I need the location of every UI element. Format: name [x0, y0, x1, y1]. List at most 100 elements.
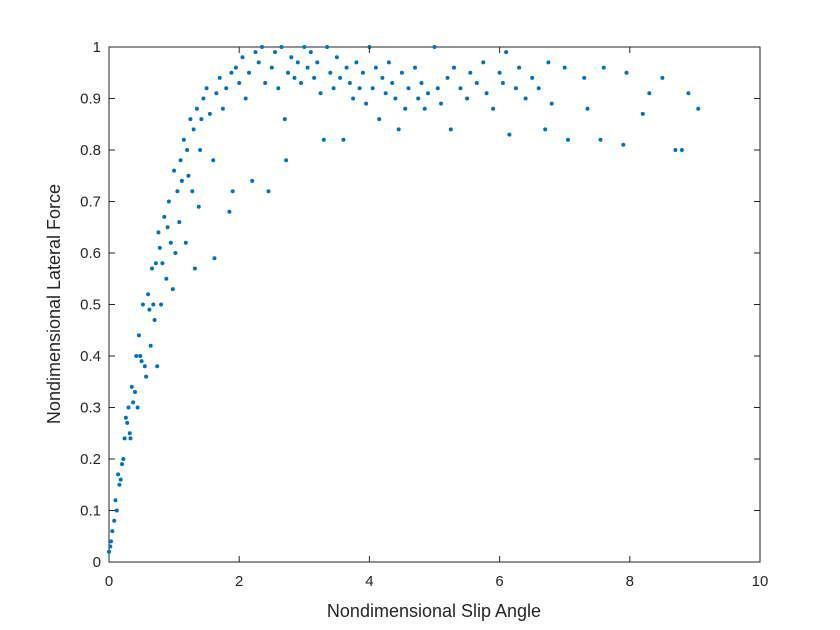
data-point	[173, 251, 178, 255]
data-point	[321, 137, 326, 142]
data-point	[156, 230, 161, 235]
data-point	[279, 45, 284, 49]
data-point	[344, 65, 349, 70]
data-point	[295, 60, 300, 65]
data-point	[536, 86, 541, 91]
data-point	[178, 158, 183, 163]
data-point	[201, 96, 206, 101]
data-point	[263, 81, 268, 85]
data-point	[138, 354, 143, 358]
data-point	[419, 81, 424, 85]
y-tick-label: 0.3	[80, 400, 101, 417]
data-point	[204, 86, 209, 91]
data-point	[566, 137, 570, 142]
data-point	[192, 266, 197, 271]
data-point	[230, 189, 235, 194]
data-point	[109, 539, 113, 544]
data-point	[166, 199, 171, 204]
data-point	[396, 127, 401, 132]
data-point	[686, 91, 691, 96]
data-point	[468, 70, 473, 75]
data-point	[127, 431, 132, 436]
data-point	[123, 415, 128, 420]
data-point	[146, 292, 151, 297]
data-point	[133, 390, 137, 394]
data-point	[114, 508, 119, 513]
data-point	[162, 214, 167, 219]
data-point	[624, 70, 629, 75]
data-point	[108, 544, 113, 549]
y-axis-label: Nondimensional Lateral Force	[44, 184, 64, 424]
data-point	[179, 178, 184, 183]
data-point	[120, 462, 124, 467]
y-tick-label: 0.8	[80, 142, 101, 159]
data-point	[338, 75, 343, 80]
data-point	[328, 70, 333, 75]
data-point	[214, 91, 219, 96]
data-point	[147, 307, 152, 312]
data-point	[679, 148, 684, 152]
data-point	[160, 261, 165, 266]
data-point	[582, 75, 587, 80]
data-point	[256, 60, 261, 65]
data-point	[273, 50, 277, 55]
data-point	[266, 189, 271, 194]
data-point	[517, 65, 522, 70]
x-tick-label: 8	[626, 573, 634, 590]
data-point	[305, 65, 310, 70]
data-point	[347, 81, 352, 85]
data-point	[117, 482, 122, 487]
data-point	[598, 137, 603, 142]
data-point	[360, 70, 365, 75]
data-point	[276, 86, 281, 91]
data-point	[601, 65, 606, 70]
data-point	[243, 96, 248, 101]
y-tick-label: 0.2	[80, 451, 101, 468]
data-point	[426, 91, 430, 96]
data-point	[139, 359, 144, 364]
data-point	[247, 70, 251, 75]
data-point	[380, 75, 385, 80]
y-tick-label: 1	[93, 39, 101, 56]
data-point	[113, 498, 118, 503]
data-point	[386, 60, 391, 65]
data-point	[351, 96, 356, 101]
x-tick-label: 2	[235, 573, 243, 590]
data-point	[122, 436, 127, 441]
data-point	[416, 96, 421, 101]
y-tick-label: 0.6	[80, 245, 101, 262]
x-tick-label: 0	[105, 573, 113, 590]
x-axis-label: Nondimensional Slip Angle	[327, 601, 541, 621]
data-point	[126, 405, 131, 410]
data-point	[354, 60, 359, 65]
data-point	[549, 101, 554, 106]
data-point	[523, 96, 528, 101]
data-point	[125, 420, 130, 425]
data-point	[135, 405, 140, 410]
data-point	[153, 261, 158, 266]
data-point	[172, 168, 177, 173]
data-point	[199, 117, 204, 122]
data-point	[660, 75, 665, 80]
data-point	[148, 343, 153, 348]
data-point	[299, 81, 303, 85]
data-point	[413, 65, 417, 70]
data-point	[286, 70, 290, 75]
data-point	[220, 106, 225, 111]
data-point	[269, 65, 274, 70]
data-point	[155, 364, 160, 369]
data-point	[217, 75, 222, 80]
data-point	[445, 75, 450, 80]
data-point	[227, 209, 232, 214]
data-point	[185, 148, 190, 152]
data-point	[334, 55, 339, 60]
y-tick-label: 0.4	[80, 348, 101, 365]
data-point	[500, 81, 505, 85]
data-point	[315, 60, 320, 65]
data-point	[585, 106, 590, 111]
x-tick-label: 10	[752, 573, 769, 590]
data-point	[673, 148, 678, 152]
data-point	[373, 65, 378, 70]
data-point	[168, 240, 173, 245]
